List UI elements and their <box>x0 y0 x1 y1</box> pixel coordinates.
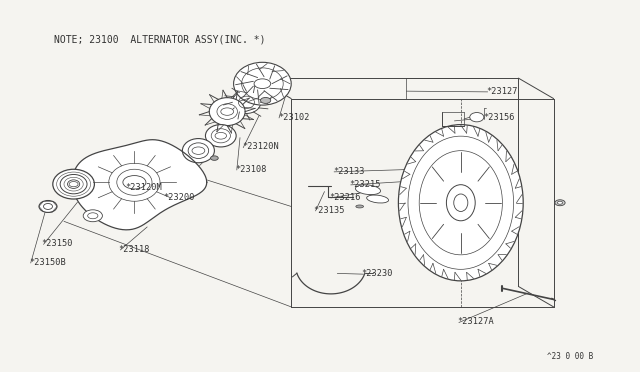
Ellipse shape <box>232 91 261 113</box>
Circle shape <box>192 147 205 154</box>
Circle shape <box>215 132 227 139</box>
Text: *23102: *23102 <box>278 113 310 122</box>
Text: NOTE; 23100  ALTERNATOR ASSY(INC. *): NOTE; 23100 ALTERNATOR ASSY(INC. *) <box>54 34 266 44</box>
Ellipse shape <box>53 169 95 199</box>
Ellipse shape <box>205 125 236 147</box>
Text: ^23 0 00 B: ^23 0 00 B <box>547 352 593 361</box>
Text: *23230: *23230 <box>362 269 393 278</box>
Text: *23127: *23127 <box>486 87 518 96</box>
Ellipse shape <box>356 205 364 208</box>
Circle shape <box>555 200 565 206</box>
Text: *23150B: *23150B <box>29 258 65 267</box>
Text: *23120M: *23120M <box>125 183 161 192</box>
Circle shape <box>254 79 271 89</box>
Text: *23118: *23118 <box>118 245 150 254</box>
Circle shape <box>557 201 563 204</box>
Ellipse shape <box>454 194 468 211</box>
Text: *23108: *23108 <box>236 165 267 174</box>
Ellipse shape <box>234 62 291 105</box>
Text: *23200: *23200 <box>163 193 195 202</box>
Text: *23215: *23215 <box>349 180 380 189</box>
Ellipse shape <box>83 210 102 222</box>
Ellipse shape <box>398 125 523 281</box>
Text: *23135: *23135 <box>314 206 345 215</box>
Ellipse shape <box>470 112 484 122</box>
Ellipse shape <box>355 185 381 195</box>
Text: *23156: *23156 <box>483 113 515 122</box>
Circle shape <box>211 156 218 160</box>
Polygon shape <box>72 140 207 230</box>
Ellipse shape <box>447 185 475 221</box>
Ellipse shape <box>367 195 388 203</box>
Circle shape <box>123 176 146 189</box>
Ellipse shape <box>209 98 245 126</box>
Ellipse shape <box>182 139 214 163</box>
Circle shape <box>221 108 234 115</box>
Circle shape <box>260 97 271 103</box>
Text: *23133: *23133 <box>333 167 364 176</box>
Text: *23216: *23216 <box>330 193 361 202</box>
Ellipse shape <box>39 201 57 212</box>
Text: *23120N: *23120N <box>242 142 278 151</box>
Text: *23150: *23150 <box>42 239 73 248</box>
Circle shape <box>88 213 98 219</box>
Circle shape <box>69 182 78 187</box>
Text: *23127A: *23127A <box>458 317 494 326</box>
